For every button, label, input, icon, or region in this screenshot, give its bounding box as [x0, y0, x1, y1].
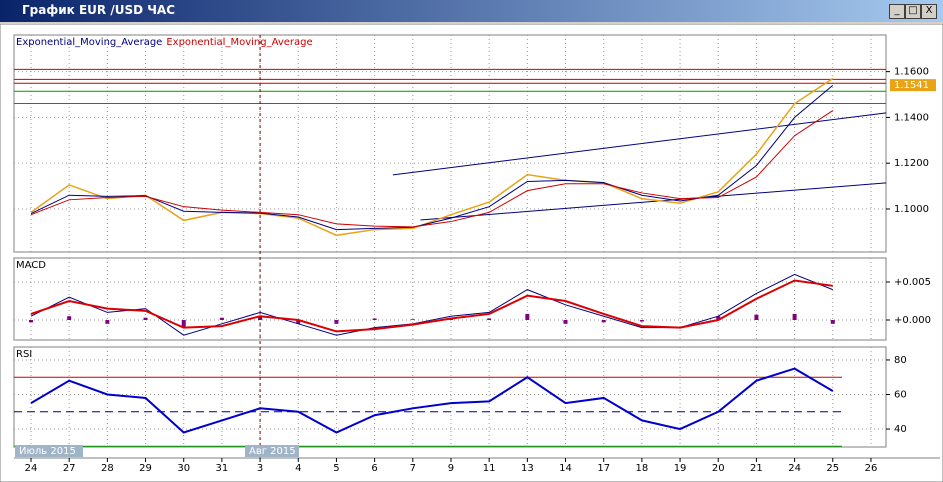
panel-frame: [13, 257, 887, 341]
x-tick-label: 25: [826, 463, 839, 474]
x-tick-label: 3: [257, 463, 263, 474]
histogram-bar: [639, 320, 644, 322]
panel-title: MACD: [16, 260, 46, 271]
x-tick-label: 13: [521, 463, 534, 474]
panel-frame: [13, 34, 887, 253]
histogram-bar: [754, 314, 759, 321]
histogram-bar: [525, 313, 530, 321]
panel-frame: [13, 346, 887, 448]
histogram-bar: [487, 318, 492, 321]
x-tick-label: 31: [216, 463, 229, 474]
x-tick-label: 20: [712, 463, 725, 474]
indicator-line: [30, 273, 833, 336]
x-tick-label: 17: [597, 463, 610, 474]
y-tick-label: +0.000: [894, 315, 931, 326]
histogram-bar: [181, 320, 186, 328]
x-tick-label: 19: [674, 463, 687, 474]
y-tick-label: 1.1200: [894, 158, 929, 169]
y-tick-label: 1.1400: [894, 112, 929, 123]
trend-line: [392, 112, 887, 176]
y-tick-label: +0.005: [894, 277, 931, 288]
y-tick-label: 60: [894, 389, 907, 400]
histogram-bar: [792, 313, 797, 321]
histogram-bar: [105, 320, 110, 324]
chart-area: 1.1000 1.1200 1.1400 1.1600 1.1541 Exponentia…: [0, 24, 943, 482]
x-tick-label: 5: [333, 463, 339, 474]
histogram-bar: [334, 320, 339, 324]
x-tick-label: 24: [25, 463, 38, 474]
title-bar: График EUR /USD ЧАС _ □ X: [0, 0, 943, 22]
x-tick-label: 28: [101, 463, 114, 474]
period-label: Авг 2015: [249, 446, 296, 457]
histogram-bar: [830, 320, 835, 324]
period-label: Июль 2015: [19, 446, 76, 457]
histogram-bar: [143, 317, 148, 321]
histogram-bar: [601, 320, 606, 323]
legend-entry: Exponential_Moving_Average: [16, 37, 162, 48]
histogram-bar: [563, 320, 568, 324]
x-tick-label: 24: [788, 463, 801, 474]
minimize-button[interactable]: _: [889, 4, 905, 19]
histogram-bar: [67, 316, 72, 321]
x-tick-label: 11: [483, 463, 496, 474]
histogram-bar: [296, 320, 301, 324]
panel-title: RSI: [16, 349, 32, 360]
histogram-bar: [410, 319, 415, 321]
histogram-bar: [219, 317, 224, 321]
histogram-bar: [716, 316, 721, 321]
histogram-bar: [372, 318, 377, 321]
x-tick-label: 7: [410, 463, 416, 474]
x-tick-label: 27: [63, 463, 76, 474]
y-tick-label: 80: [894, 355, 907, 366]
period-box: [245, 445, 299, 457]
x-tick-label: 9: [448, 463, 454, 474]
price-tag-label: 1.1541: [894, 80, 929, 91]
close-button[interactable]: X: [921, 4, 937, 19]
price-line: [30, 77, 834, 237]
period-box: [15, 445, 83, 457]
ema-line: [30, 110, 834, 228]
trend-line: [420, 182, 887, 221]
x-tick-label: 30: [177, 463, 190, 474]
x-tick-label: 4: [295, 463, 301, 474]
x-tick-label: 26: [865, 463, 878, 474]
x-tick-label: 21: [750, 463, 763, 474]
indicator-line: [30, 279, 833, 333]
histogram-bar: [29, 320, 33, 323]
plot-bg: [0, 24, 943, 482]
maximize-button[interactable]: □: [905, 4, 921, 19]
indicator-line: [30, 367, 834, 434]
y-tick-label: 1.1000: [894, 204, 929, 215]
x-tick-label: 18: [636, 463, 649, 474]
window-title: График EUR /USD ЧАС: [22, 3, 176, 17]
x-tick-label: 14: [559, 463, 572, 474]
x-tick-label: 29: [139, 463, 152, 474]
y-tick-label: 40: [894, 424, 907, 435]
legend-entry: Exponential_Moving_Average: [166, 37, 312, 48]
x-tick-label: 6: [371, 463, 377, 474]
price-tag: [890, 79, 936, 92]
y-tick-label: 1.1600: [894, 67, 929, 78]
